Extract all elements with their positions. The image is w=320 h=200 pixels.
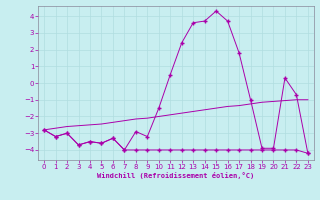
- X-axis label: Windchill (Refroidissement éolien,°C): Windchill (Refroidissement éolien,°C): [97, 172, 255, 179]
